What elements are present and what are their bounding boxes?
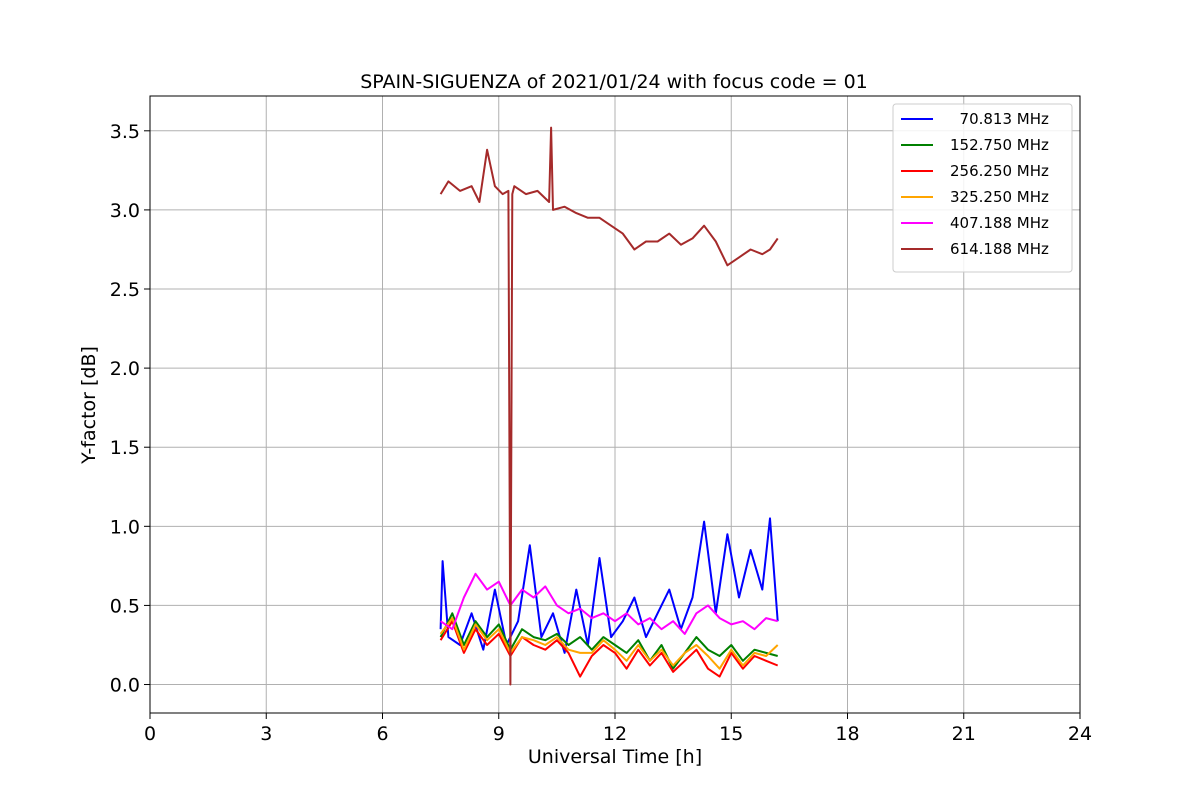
series-line-3 bbox=[439, 617, 779, 670]
legend-label: 407.188 MHz bbox=[950, 214, 1049, 232]
x-tick-label: 24 bbox=[1068, 723, 1092, 745]
y-axis-label: Y-factor [dB] bbox=[78, 346, 100, 465]
legend-label: 325.250 MHz bbox=[950, 188, 1049, 206]
x-axis-label: Universal Time [h] bbox=[528, 746, 702, 768]
y-tick-label: 3.0 bbox=[110, 200, 140, 222]
legend-label: 70.813 MHz bbox=[950, 110, 1049, 128]
y-tick-label: 1.5 bbox=[110, 437, 140, 459]
series-line-4 bbox=[440, 572, 778, 635]
x-tick-label: 21 bbox=[952, 723, 976, 745]
y-tick-label: 3.5 bbox=[110, 121, 140, 143]
x-tick-label: 3 bbox=[260, 723, 272, 745]
series-line-1 bbox=[439, 612, 778, 670]
series-line-0 bbox=[439, 517, 779, 654]
y-tick-label: 0.5 bbox=[110, 595, 140, 617]
legend-label: 152.750 MHz bbox=[950, 136, 1049, 154]
x-tick-label: 18 bbox=[835, 723, 859, 745]
y-tick-label: 0.0 bbox=[110, 675, 140, 697]
x-tick-label: 0 bbox=[144, 723, 156, 745]
series-line-2 bbox=[439, 620, 779, 678]
legend-label: 614.188 MHz bbox=[950, 240, 1049, 258]
legend-label: 256.250 MHz bbox=[950, 162, 1049, 180]
y-tick-label: 1.0 bbox=[110, 516, 140, 538]
legend-box bbox=[892, 103, 1073, 273]
axis-ticks: 0 3 6 9 12 15 18 21 24 0.0 0.5 1.0 1.5 2.0 2.5 3.0 3.5 bbox=[110, 121, 1092, 745]
x-tick-label: 15 bbox=[719, 723, 743, 745]
series-line-5 bbox=[439, 126, 779, 686]
y-tick-label: 2.0 bbox=[110, 358, 140, 380]
y-tick-label: 2.5 bbox=[110, 279, 140, 301]
chart-title: SPAIN-SIGUENZA of 2021/01/24 with focus … bbox=[360, 71, 868, 93]
series-lines bbox=[439, 126, 779, 686]
x-tick-label: 12 bbox=[603, 723, 627, 745]
x-tick-label: 6 bbox=[376, 723, 388, 745]
x-tick-label: 9 bbox=[493, 723, 505, 745]
legend: 70.813 MHz 152.750 MHz 256.250 MHz 325.250 … bbox=[892, 103, 1073, 273]
